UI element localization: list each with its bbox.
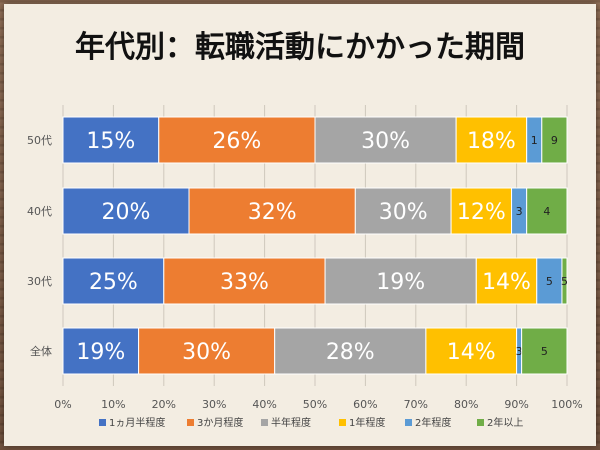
data-label: 28% <box>326 340 375 365</box>
bars: 15% 26% 30% 18% 1 9 20% 32% 30% 12% 3 4 25% 33% 19% 14%… <box>62 116 568 375</box>
bar-segment <box>450 187 513 235</box>
bar-segment <box>314 116 457 164</box>
data-label: 30% <box>361 129 410 154</box>
bar-segment <box>62 327 140 375</box>
bar-segment <box>425 327 518 375</box>
x-tick-label: 10% <box>101 398 125 411</box>
data-label: 15% <box>86 129 135 154</box>
data-label: 14% <box>482 270 531 295</box>
bar-segment <box>536 257 563 305</box>
bar-segment <box>274 327 427 375</box>
x-tick-label: 50% <box>303 398 327 411</box>
legend-label: 半年程度 <box>271 416 311 429</box>
category-label: 全体 <box>30 344 52 358</box>
data-label: 30% <box>379 200 428 225</box>
bar-segment <box>163 257 326 305</box>
category-label: 40代 <box>27 205 52 218</box>
legend-label: 3か月程度 <box>197 416 243 429</box>
data-label: 3 <box>516 205 523 218</box>
x-tick-label: 100% <box>551 398 582 411</box>
bar-segment <box>521 327 568 375</box>
x-tick-label: 0% <box>54 398 71 411</box>
bar-segment <box>354 187 452 235</box>
x-tick-label: 40% <box>252 398 276 411</box>
legend-label: 2年程度 <box>415 416 451 429</box>
bar-segment <box>526 187 568 235</box>
data-label: 5 <box>541 345 548 358</box>
bar-segment <box>158 116 316 164</box>
legend-swatch <box>99 419 106 426</box>
bar-segment <box>138 327 276 375</box>
data-label: 18% <box>467 129 516 154</box>
category-label: 50代 <box>27 134 52 147</box>
bar-segment <box>324 257 477 305</box>
data-label: 1 <box>531 134 538 147</box>
data-label: 20% <box>102 200 151 225</box>
bar-segment <box>62 187 190 235</box>
bar-segment <box>62 116 160 164</box>
legend-label: 1ヵ月半程度 <box>109 416 165 429</box>
data-label: 32% <box>248 200 297 225</box>
x-tick-labels: 0% 10% 20% 30% 40% 50% 60% 70% 80% 90% 100% <box>54 398 582 411</box>
x-tick-label: 90% <box>504 398 528 411</box>
data-label: 9 <box>551 134 558 147</box>
x-tick-label: 60% <box>353 398 377 411</box>
legend-swatch <box>261 419 268 426</box>
legend-swatch <box>187 419 194 426</box>
data-label: 25% <box>89 270 138 295</box>
data-label: 5 <box>546 275 553 288</box>
data-label: 14% <box>447 340 496 365</box>
data-label: 3 <box>516 345 523 358</box>
x-tick-label: 70% <box>404 398 428 411</box>
data-label: 19% <box>376 270 425 295</box>
x-tick-label: 20% <box>152 398 176 411</box>
bar-segment <box>455 116 528 164</box>
bar-segment <box>541 116 568 164</box>
data-label: 26% <box>212 129 261 154</box>
data-label: 4 <box>543 205 550 218</box>
data-label: 12% <box>457 200 506 225</box>
chart-title: 年代別：転職活動にかかった期間 <box>75 30 525 65</box>
legend-label: 2年以上 <box>487 416 523 429</box>
x-tick-label: 30% <box>202 398 226 411</box>
bar-segment <box>62 257 165 305</box>
legend-swatch <box>339 419 346 426</box>
data-label: 33% <box>220 270 269 295</box>
data-label: 19% <box>76 340 125 365</box>
legend-swatch <box>405 419 412 426</box>
legend-label: 1年程度 <box>349 416 385 429</box>
category-label: 30代 <box>27 275 52 288</box>
legend-swatch <box>477 419 484 426</box>
data-label: 30% <box>182 340 231 365</box>
bar-segment <box>475 257 538 305</box>
data-label: 5 <box>561 275 568 288</box>
x-tick-label: 80% <box>454 398 478 411</box>
bar-segment <box>561 257 568 305</box>
legend: 1ヵ月半程度 3か月程度 半年程度 1年程度 2年程度 2年以上 <box>99 416 523 429</box>
